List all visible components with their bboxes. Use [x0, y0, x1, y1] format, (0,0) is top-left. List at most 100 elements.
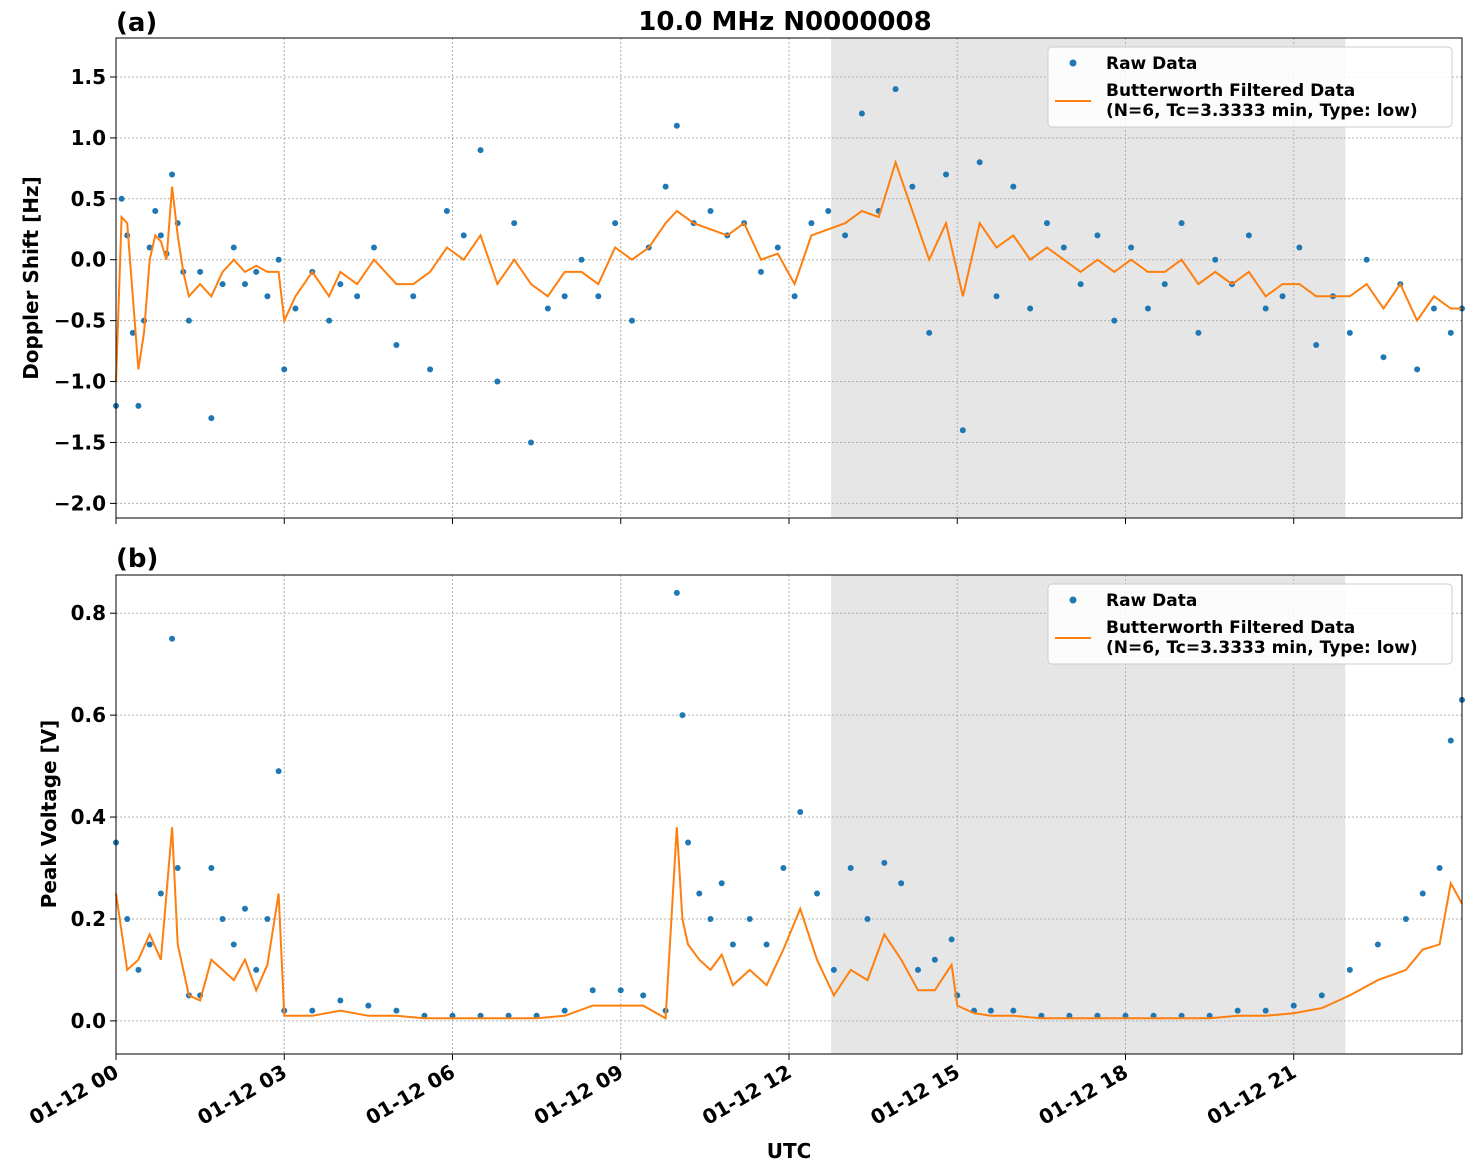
- panel-a-raw-point: [281, 366, 288, 373]
- panel-b-label: (b): [116, 544, 158, 574]
- panel-a-raw-point: [1380, 354, 1387, 361]
- panel-b-raw-point: [1290, 1002, 1297, 1009]
- panel-a-raw-point: [1447, 329, 1454, 336]
- panel-a-raw-point: [1212, 256, 1219, 263]
- panel-a-raw-point: [1430, 305, 1437, 312]
- panel-b-raw-point: [1346, 966, 1353, 973]
- panel-b-y-ticks: 0.0 0.2 0.4 0.6 0.8: [71, 601, 116, 1033]
- panel-b-raw-point: [830, 966, 837, 973]
- panel-a-raw-point: [264, 293, 271, 300]
- panel-a-raw-point: [157, 232, 164, 239]
- x-axis-label: UTC: [767, 1139, 812, 1163]
- panel-a-raw-point: [443, 207, 450, 214]
- panel-a-filtered-line: [115, 159, 1462, 382]
- panel-b-raw-point: [1150, 1012, 1157, 1019]
- panel-a-raw-point: [410, 293, 417, 300]
- panel-a-raw-point: [197, 268, 204, 275]
- panel-a-raw-point: [1195, 329, 1202, 336]
- panel-a-raw-point: [993, 293, 1000, 300]
- panel-a-raw-point: [326, 317, 333, 324]
- panel-a-ytick-label: 1.0: [71, 126, 106, 150]
- panel-b-raw-point: [1419, 890, 1426, 897]
- panel-b-raw-point: [617, 987, 624, 994]
- panel-b-grid: [116, 575, 1462, 1054]
- panel-b-raw-point: [393, 1007, 400, 1014]
- panel-b-raw-point: [763, 941, 770, 948]
- panel-b-legend-filtered-line-0: Butterworth Filtered Data: [1106, 618, 1355, 638]
- panel-b-raw-point: [124, 915, 131, 922]
- panel-a-ytick-label: 0.5: [71, 187, 106, 211]
- panel-b-raw-point: [157, 890, 164, 897]
- panel-a-raw-point: [1313, 342, 1320, 349]
- panel-a-raw-point: [791, 293, 798, 300]
- panel-b-ytick-label: 0.2: [71, 907, 106, 931]
- panel-a-raw-point: [959, 427, 966, 434]
- panel-a-raw-point: [427, 366, 434, 373]
- panel-a-ylabel: Doppler Shift [Hz]: [19, 176, 43, 380]
- panel-b-raw-point: [640, 992, 647, 999]
- panel-b-raw-point: [1374, 941, 1381, 948]
- panel-a-legend-raw-marker: [1069, 59, 1077, 67]
- panel-b-raw-point: [881, 859, 888, 866]
- panel-a-raw-point: [662, 183, 669, 190]
- panel-b-raw-point: [208, 865, 215, 872]
- panel-b-raw-point: [477, 1012, 484, 1019]
- panel-b-raw-point: [1066, 1012, 1073, 1019]
- panel-a-raw-point: [1262, 305, 1269, 312]
- panel-a-raw-point: [1060, 244, 1067, 251]
- panel-a-raw-point: [354, 293, 361, 300]
- panel-a-grid: [116, 38, 1462, 518]
- panel-b-raw-point: [746, 915, 753, 922]
- panel-a-raw-point: [292, 305, 299, 312]
- panel-a-raw-point: [976, 159, 983, 166]
- panel-a-raw-point: [1111, 317, 1118, 324]
- panel-a-legend-filtered-line-0: Butterworth Filtered Data: [1106, 81, 1355, 101]
- panel-a-raw-point: [477, 147, 484, 154]
- panel-b-raw-point: [1262, 1007, 1269, 1014]
- panel-a-raw-point: [825, 207, 832, 214]
- panel-b-raw-point: [146, 941, 153, 948]
- panel-a-raw-point: [628, 317, 635, 324]
- panel-a-raw-point: [118, 195, 125, 202]
- panel-b-raw-point: [561, 1007, 568, 1014]
- panel-a-raw-point: [241, 281, 248, 288]
- panel-b-raw-point: [679, 712, 686, 719]
- panel-a-raw-point: [578, 256, 585, 263]
- panel-a-raw-point: [544, 305, 551, 312]
- panel-a-raw-point: [1279, 293, 1286, 300]
- panel-b-filtered-line: [115, 827, 1463, 1020]
- panel-a-raw-point: [1178, 220, 1185, 227]
- panel-a-raw-point: [185, 317, 192, 324]
- panel-a-raw-point: [275, 256, 282, 263]
- panel-b-raw-point: [673, 589, 680, 596]
- panel-b-raw-point: [309, 1007, 316, 1014]
- panel-b-x-ticks: [115, 1054, 1295, 1060]
- panel-a-raw-point: [135, 402, 142, 409]
- panel-b-raw-point: [1318, 992, 1325, 999]
- panel-b-legend: Raw Data Butterworth Filtered Data (N=6, …: [1047, 583, 1453, 665]
- panel-b-ylabel: Peak Voltage [V]: [37, 720, 61, 909]
- panel-a-raw-point: [1010, 183, 1017, 190]
- panel-b-raw-point: [219, 915, 226, 922]
- panel-a-ytick-label: −0.5: [54, 309, 106, 333]
- panel-b-raw-point: [1402, 915, 1409, 922]
- panel-a-raw-point: [169, 171, 176, 178]
- panel-a-raw-point: [129, 329, 136, 336]
- panel-b-raw-point: [685, 839, 692, 846]
- panel-a-raw-point: [757, 268, 764, 275]
- panel-b-ytick-label: 0.4: [71, 805, 106, 829]
- panel-a-raw-point: [1346, 329, 1353, 336]
- panel-a-raw-point: [1245, 232, 1252, 239]
- panel-a-legend-raw-label: Raw Data: [1106, 54, 1197, 74]
- panel-b-raw-point: [914, 966, 921, 973]
- panel-b-raw-point: [1122, 1012, 1129, 1019]
- panel-a-raw-point: [612, 220, 619, 227]
- panel-b-ytick-label: 0.6: [71, 703, 106, 727]
- panel-a-raw-point: [511, 220, 518, 227]
- panel-a-raw-point: [1414, 366, 1421, 373]
- panel-b-raw-point: [898, 880, 905, 887]
- panel-b-raw-point: [1178, 1012, 1185, 1019]
- panel-a-raw-point: [943, 171, 950, 178]
- panel-a-raw-point: [152, 207, 159, 214]
- panel-a-raw-point: [673, 122, 680, 129]
